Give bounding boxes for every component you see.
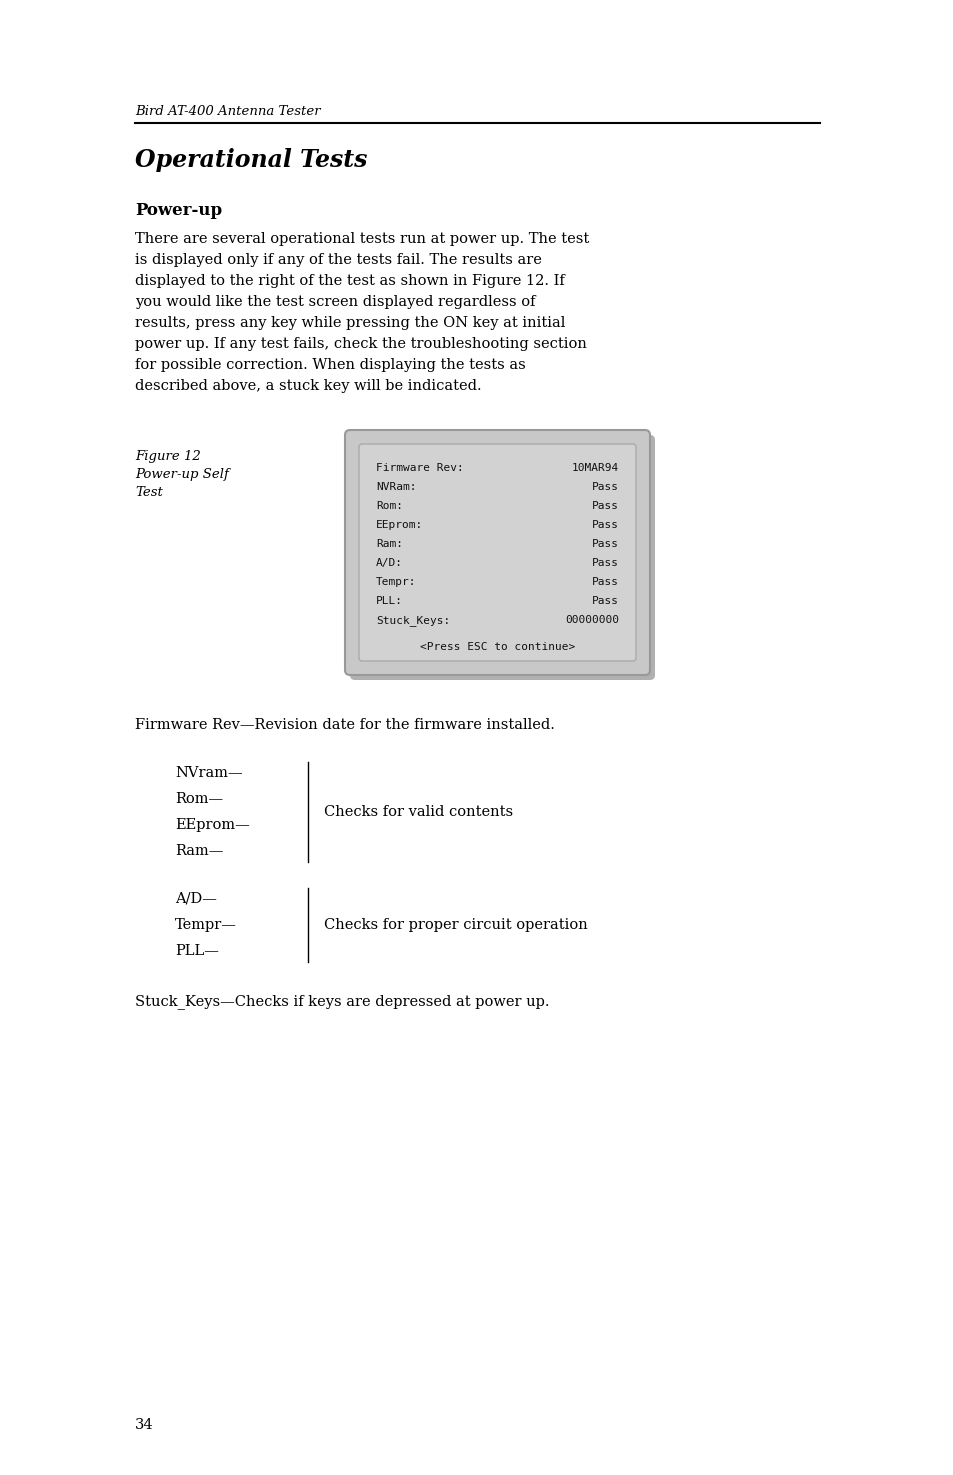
- Text: Checks for proper circuit operation: Checks for proper circuit operation: [324, 917, 587, 932]
- Text: Power-up Self: Power-up Self: [135, 468, 229, 481]
- Text: Test: Test: [135, 485, 163, 499]
- Text: A/D—: A/D—: [174, 892, 216, 906]
- Text: A/D:: A/D:: [375, 558, 402, 568]
- Text: Pass: Pass: [592, 596, 618, 606]
- Text: results, press any key while pressing the ON key at initial: results, press any key while pressing th…: [135, 316, 565, 330]
- FancyBboxPatch shape: [345, 431, 649, 676]
- Text: <Press ESC to continue>: <Press ESC to continue>: [419, 642, 575, 652]
- Text: PLL:: PLL:: [375, 596, 402, 606]
- Text: Stuck_Keys:: Stuck_Keys:: [375, 615, 450, 625]
- Text: Tempr:: Tempr:: [375, 577, 416, 587]
- Text: EEprom—: EEprom—: [174, 819, 250, 832]
- Text: described above, a stuck key will be indicated.: described above, a stuck key will be ind…: [135, 379, 481, 392]
- Text: Pass: Pass: [592, 482, 618, 493]
- FancyBboxPatch shape: [350, 435, 655, 680]
- Text: you would like the test screen displayed regardless of: you would like the test screen displayed…: [135, 295, 535, 308]
- Text: NVram—: NVram—: [174, 766, 242, 780]
- Text: Checks for valid contents: Checks for valid contents: [324, 805, 513, 819]
- Text: Pass: Pass: [592, 558, 618, 568]
- Text: Pass: Pass: [592, 521, 618, 530]
- Text: Operational Tests: Operational Tests: [135, 148, 367, 173]
- Text: 10MAR94: 10MAR94: [571, 463, 618, 473]
- Text: is displayed only if any of the tests fail. The results are: is displayed only if any of the tests fa…: [135, 254, 541, 267]
- Text: Firmware Rev—Revision date for the firmware installed.: Firmware Rev—Revision date for the firmw…: [135, 718, 555, 732]
- Text: Figure 12: Figure 12: [135, 450, 200, 463]
- FancyBboxPatch shape: [358, 444, 636, 661]
- Text: Firmware Rev:: Firmware Rev:: [375, 463, 463, 473]
- Text: Pass: Pass: [592, 502, 618, 510]
- Text: 34: 34: [135, 1417, 153, 1432]
- Text: Power-up: Power-up: [135, 202, 222, 218]
- Text: Ram—: Ram—: [174, 844, 223, 858]
- Text: Pass: Pass: [592, 538, 618, 549]
- Text: EEprom:: EEprom:: [375, 521, 423, 530]
- Text: Stuck_Keys—Checks if keys are depressed at power up.: Stuck_Keys—Checks if keys are depressed …: [135, 994, 549, 1009]
- Text: Tempr—: Tempr—: [174, 917, 236, 932]
- Text: Rom—: Rom—: [174, 792, 223, 805]
- Text: 00000000: 00000000: [564, 615, 618, 625]
- Text: Pass: Pass: [592, 577, 618, 587]
- Text: displayed to the right of the test as shown in Figure 12. If: displayed to the right of the test as sh…: [135, 274, 564, 288]
- Text: Rom:: Rom:: [375, 502, 402, 510]
- Text: power up. If any test fails, check the troubleshooting section: power up. If any test fails, check the t…: [135, 336, 586, 351]
- Text: for possible correction. When displaying the tests as: for possible correction. When displaying…: [135, 358, 525, 372]
- Text: NVRam:: NVRam:: [375, 482, 416, 493]
- Text: Ram:: Ram:: [375, 538, 402, 549]
- Text: Bird AT-400 Antenna Tester: Bird AT-400 Antenna Tester: [135, 105, 320, 118]
- Text: There are several operational tests run at power up. The test: There are several operational tests run …: [135, 232, 589, 246]
- Text: PLL—: PLL—: [174, 944, 218, 957]
